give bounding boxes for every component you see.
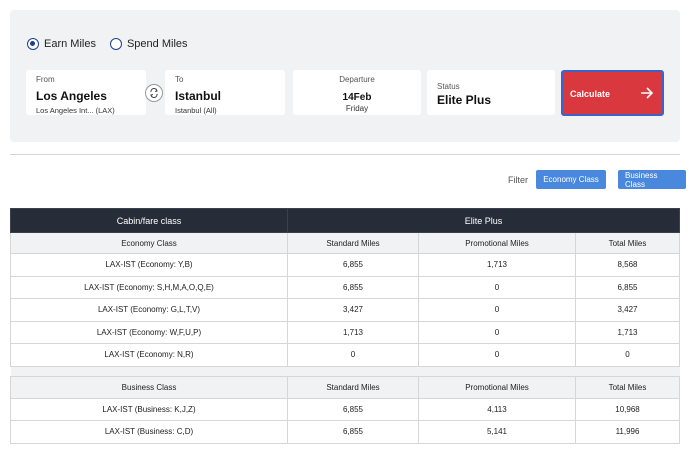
standard-miles-cell: 0 <box>287 343 419 367</box>
departure-date: 14Feb <box>342 92 372 103</box>
fare-class-cell: LAX-IST (Economy: W,F,U,P) <box>10 320 288 344</box>
swap-route-button[interactable] <box>145 84 163 102</box>
departure-weekday: Friday <box>345 104 369 113</box>
calculate-label: Calculate <box>570 89 611 99</box>
miles-table: Cabin/fare class Elite Plus Economy Clas… <box>10 208 680 444</box>
total-miles-cell: 8,568 <box>575 253 680 277</box>
departure-field[interactable]: Departure 14Feb Friday <box>293 70 421 115</box>
from-airport: Los Angeles Int... (LAX) <box>36 106 115 115</box>
swap-icon <box>150 88 158 98</box>
total-miles-cell: 0 <box>575 343 680 367</box>
fare-class-cell: LAX-IST (Economy: N,R) <box>10 343 288 367</box>
total-miles-cell: 10,968 <box>575 397 680 421</box>
status-label: Status <box>437 82 460 91</box>
promotional-miles-cell: 0 <box>418 320 576 344</box>
table-row: LAX-IST (Economy: W,F,U,P) 1,713 0 1,713 <box>10 320 680 344</box>
table-row: LAX-IST (Economy: Y,B) 6,855 1,713 8,568 <box>10 253 680 277</box>
promotional-miles-cell: 1,713 <box>418 253 576 277</box>
total-miles-cell: 1,713 <box>575 320 680 344</box>
from-field[interactable]: From Los Angeles Los Angeles Int... (LAX… <box>26 70 146 115</box>
business-section-header: Business Class Standard Miles Promotiona… <box>10 375 680 399</box>
earn-miles-label: Earn Miles <box>44 38 96 50</box>
table-row: LAX-IST (Business: C,D) 6,855 5,141 11,9… <box>10 420 680 444</box>
cabin-header: Cabin/fare class <box>10 208 288 233</box>
standard-miles-cell: 3,427 <box>287 298 419 322</box>
to-label: To <box>175 75 184 84</box>
promotional-miles-cell: 4,113 <box>418 397 576 421</box>
promotional-miles-cell: 0 <box>418 275 576 299</box>
standard-miles-cell: 6,855 <box>287 253 419 277</box>
economy-section-header: Economy Class Standard Miles Promotional… <box>10 232 680 254</box>
to-city: Istanbul <box>175 89 222 103</box>
fare-class-cell: LAX-IST (Business: C,D) <box>10 420 288 444</box>
divider <box>10 154 680 155</box>
mode-radio-group: Earn Miles Spend Miles <box>27 38 202 50</box>
col-promotional-miles: Promotional Miles <box>418 232 576 254</box>
col-standard-miles: Standard Miles <box>287 232 419 254</box>
col-total-miles: Total Miles <box>575 375 680 399</box>
filter-bar: Filter Economy Class Business Class <box>508 170 686 189</box>
total-miles-cell: 11,996 <box>575 420 680 444</box>
table-header-row: Cabin/fare class Elite Plus <box>10 208 680 233</box>
spend-miles-label: Spend Miles <box>126 38 188 50</box>
spend-miles-radio[interactable]: Spend Miles <box>109 38 188 50</box>
promotional-miles-cell: 0 <box>418 343 576 367</box>
col-standard-miles: Standard Miles <box>287 375 419 399</box>
from-label: From <box>36 75 55 84</box>
status-header: Elite Plus <box>287 208 680 233</box>
total-miles-cell: 3,427 <box>575 298 680 322</box>
fare-class-cell: LAX-IST (Economy: G,L,T,V) <box>10 298 288 322</box>
status-field[interactable]: Status Elite Plus <box>427 70 555 115</box>
col-promotional-miles: Promotional Miles <box>418 375 576 399</box>
to-airport: Istanbul (All) <box>175 106 217 115</box>
from-city: Los Angeles <box>36 89 107 103</box>
earn-miles-radio[interactable]: Earn Miles <box>27 38 96 50</box>
economy-title: Economy Class <box>10 232 288 254</box>
standard-miles-cell: 6,855 <box>287 275 419 299</box>
col-total-miles: Total Miles <box>575 232 680 254</box>
economy-class-filter-button[interactable]: Economy Class <box>536 170 606 189</box>
arrow-right-icon <box>641 87 654 99</box>
promotional-miles-cell: 0 <box>418 298 576 322</box>
table-row: LAX-IST (Economy: S,H,M,A,O,Q,E) 6,855 0… <box>10 275 680 299</box>
standard-miles-cell: 6,855 <box>287 420 419 444</box>
table-row: LAX-IST (Economy: G,L,T,V) 3,427 0 3,427 <box>10 298 680 322</box>
fare-class-cell: LAX-IST (Economy: S,H,M,A,O,Q,E) <box>10 275 288 299</box>
business-title: Business Class <box>10 375 288 399</box>
status-value: Elite Plus <box>437 93 492 107</box>
table-row: LAX-IST (Economy: N,R) 0 0 0 <box>10 343 680 367</box>
fare-class-cell: LAX-IST (Economy: Y,B) <box>10 253 288 277</box>
section-gap <box>10 365 680 377</box>
calculate-button[interactable]: Calculate <box>561 70 664 116</box>
fare-class-cell: LAX-IST (Business: K,J,Z) <box>10 397 288 421</box>
radio-checked-icon <box>27 38 39 50</box>
table-row: LAX-IST (Business: K,J,Z) 6,855 4,113 10… <box>10 397 680 421</box>
promotional-miles-cell: 5,141 <box>418 420 576 444</box>
filter-label: Filter <box>508 174 528 185</box>
departure-label: Departure <box>339 75 375 84</box>
business-class-filter-button[interactable]: Business Class <box>618 170 686 189</box>
standard-miles-cell: 6,855 <box>287 397 419 421</box>
to-field[interactable]: To Istanbul Istanbul (All) <box>165 70 285 115</box>
standard-miles-cell: 1,713 <box>287 320 419 344</box>
radio-unchecked-icon <box>109 38 122 50</box>
total-miles-cell: 6,855 <box>575 275 680 299</box>
